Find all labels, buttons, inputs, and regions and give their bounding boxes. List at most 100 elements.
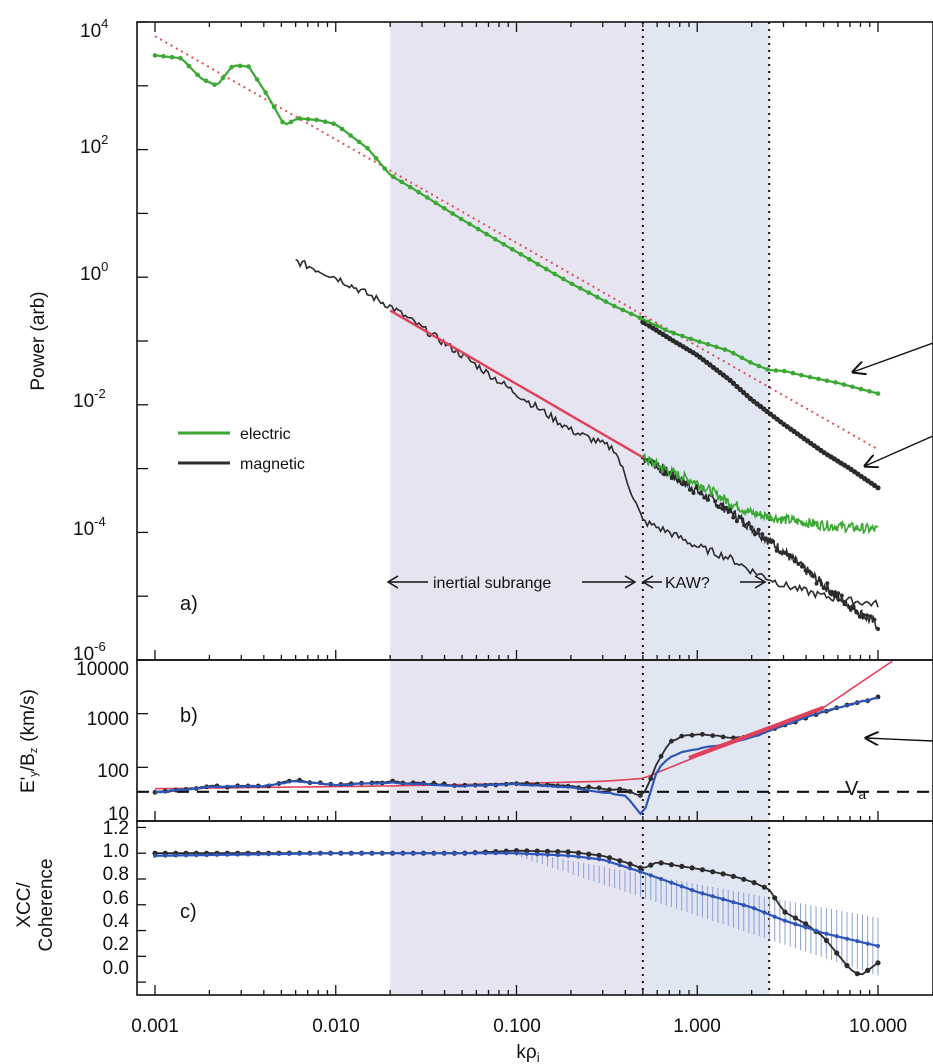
coherence-curve-point [452, 851, 457, 856]
inertial-fit-line [389, 309, 644, 459]
electric-curve-point [578, 286, 583, 291]
x-axis-label: kρi [516, 1042, 539, 1064]
pointer-arrow-3 [866, 738, 933, 741]
ytick-c-0: 1.2 [103, 818, 129, 839]
xcc-curve-point [596, 852, 602, 859]
magnetic-lower-curve-point [713, 499, 718, 504]
electric-curve-point [297, 116, 302, 121]
pointer-arrow-2 [865, 435, 933, 466]
magnetic-lower-curve-point [810, 574, 815, 578]
magnetic-lower-curve-point [687, 487, 692, 492]
magnetic-lower-curve-point [854, 609, 859, 614]
coherence-curve-point [328, 851, 333, 856]
coherence-curve-point [369, 851, 374, 856]
pointer-arrows [853, 342, 933, 741]
electric-curve-point [756, 363, 762, 369]
magnetic-lower-curve-point [814, 581, 819, 586]
xcc-curve-point [544, 848, 551, 855]
electric-curve-point [288, 119, 294, 125]
ratio-black-curve-point [607, 787, 612, 793]
xtick-1: 0.010 [312, 1016, 360, 1037]
electric-curve-point [544, 266, 549, 272]
electric-curve-point [424, 195, 430, 200]
coherence-curve-point [411, 851, 416, 856]
magnetic-lower-curve-point [702, 495, 707, 500]
panel-label-b: b) [180, 705, 198, 727]
magnetic-lower-curve-point [789, 554, 794, 559]
xtick-4: 10.000 [849, 1016, 907, 1037]
coherence-curve-point [659, 877, 664, 881]
magnetic-lower-curve-point [821, 586, 826, 591]
electric-curve-point [782, 368, 787, 374]
coherence-curve-point [700, 891, 705, 896]
coherence-curve-point [576, 854, 581, 859]
coherence-curve-point [359, 851, 364, 856]
magnetic-lower-curve-point [800, 564, 804, 569]
coherence-curve-point [483, 851, 488, 856]
ytick-c-3: 0.6 [103, 888, 129, 909]
ytick-a-5: 10-6 [73, 639, 106, 665]
ratio-black-curve-point [586, 784, 592, 790]
ytick-a-4: 10-4 [73, 514, 106, 540]
coherence-curve-point [628, 866, 633, 871]
electric-curve-point [220, 75, 226, 81]
powerlaw-fit-line [154, 35, 879, 451]
coherence-curve-point [524, 851, 529, 856]
ratio-black-curve-point [648, 776, 654, 781]
ytick-c-5: 0.2 [103, 934, 129, 955]
electric-curve-point [458, 216, 464, 222]
coherence-curve-point [338, 851, 343, 856]
electric-curve-point [331, 121, 336, 126]
coherence-curve-point [215, 852, 219, 857]
magnetic-lower-curve-point [716, 505, 721, 510]
xcc-curve-point [555, 849, 561, 855]
electric-curve-point [527, 256, 532, 262]
panel-c-ylabel-line1: XCC/ [14, 882, 35, 928]
magnetic-lower-curve-point [706, 497, 710, 502]
ytick-b-2: 100 [97, 761, 129, 782]
electric-curve-point [748, 360, 753, 365]
coherence-curve-point [855, 939, 860, 944]
ratio-black-curve-point [596, 785, 602, 791]
electric-curve-point [178, 55, 183, 61]
xcc-curve-point [854, 971, 860, 977]
coherence-curve-point [586, 856, 591, 860]
electric-curve-point [646, 319, 651, 325]
ratio-black-curve-point [627, 789, 633, 794]
electric-curve-point [492, 236, 498, 242]
electric-curve-point [620, 307, 626, 313]
coherence-curve-point [400, 851, 405, 856]
electric-curve-point [569, 281, 575, 287]
electric-curve-point [552, 271, 558, 277]
coherence-curve-point [493, 851, 498, 856]
panel-b-yticks: 10000 1000 100 10 [76, 659, 129, 825]
coherence-curve-point [814, 928, 818, 933]
coherence-curve-point [235, 852, 240, 857]
coherence-curve-point [762, 910, 767, 915]
ratio-black-curve-point [669, 738, 674, 744]
coherence-curve-point [752, 906, 757, 911]
magnetic-lower-curve-point [767, 539, 772, 544]
magnetic-smoothed-curve-point [875, 485, 881, 491]
ratio-black-curve-point [617, 786, 623, 792]
magnetic-lower-curve-point [876, 627, 880, 631]
electric-curve-point [467, 221, 473, 227]
ratio-black-curve-point [689, 732, 695, 738]
ytick-b-3: 10 [108, 804, 129, 825]
magnetic-lower-curve-point [742, 523, 747, 528]
electric-curve-point [867, 389, 872, 394]
inertial-arrowhead-left [386, 575, 399, 589]
panel-c-ylabel-line2: Coherence [36, 859, 57, 952]
kaw-arrowhead-left [641, 575, 654, 589]
magnetic-lower-curve-point [839, 593, 844, 598]
panel-b-data [137, 660, 933, 816]
electric-curve-point [475, 226, 481, 232]
magnetic-lower-curve-point [738, 515, 743, 520]
electric-curve-point [195, 72, 200, 78]
electric-curve-point [841, 382, 847, 387]
ratio-black-curve-point [710, 733, 716, 738]
electric-curve-point [373, 156, 379, 161]
xcc-curve-point [606, 855, 613, 861]
coherence-curve-point [834, 934, 839, 939]
magnetic-lower-curve-point [698, 491, 703, 496]
